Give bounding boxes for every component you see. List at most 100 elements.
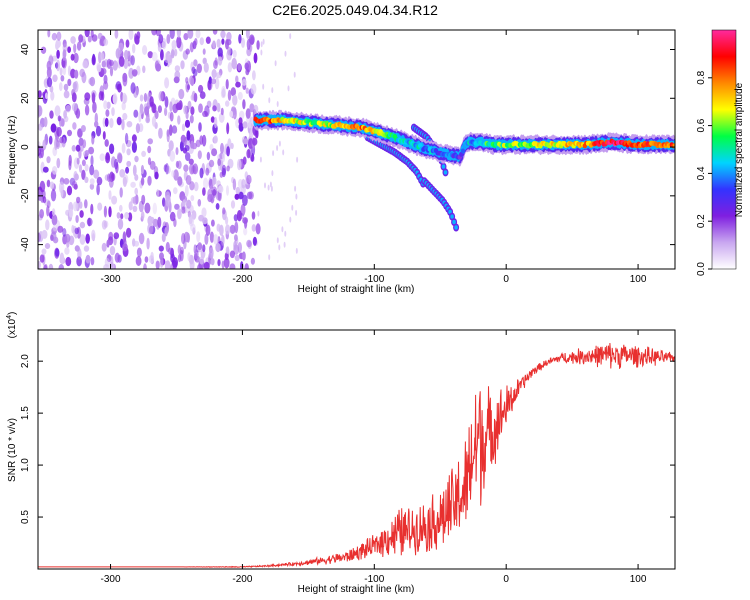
noise-blob <box>204 233 209 245</box>
noise-blob <box>109 143 115 155</box>
noise-blob <box>176 30 181 38</box>
noise-blob <box>171 40 177 50</box>
noise-blob <box>214 77 220 90</box>
noise-blob <box>90 155 94 167</box>
noise-blob <box>100 52 105 61</box>
noise-blob <box>212 40 216 49</box>
noise-blob <box>193 92 198 103</box>
noise-blob <box>144 106 150 116</box>
noise-blob <box>230 142 234 150</box>
noise-blob <box>242 194 248 206</box>
noise-blob <box>91 92 96 104</box>
noise-blob <box>88 146 95 155</box>
noise-blob <box>293 71 296 78</box>
noise-blob <box>199 256 205 265</box>
noise-blob <box>226 31 232 42</box>
noise-blob <box>56 139 60 150</box>
noise-blob <box>274 60 277 67</box>
x-tick-label: 0 <box>503 574 509 585</box>
noise-blob <box>48 135 53 145</box>
noise-blob <box>177 208 182 220</box>
noise-blob <box>287 85 290 92</box>
noise-blob <box>188 214 193 225</box>
svg-text:(x104): (x104) <box>6 312 18 339</box>
noise-blob <box>256 40 260 50</box>
noise-blob <box>241 178 246 189</box>
noise-blob <box>38 232 41 243</box>
noise-blob <box>180 60 185 70</box>
noise-blob <box>156 189 160 197</box>
noise-blob <box>230 200 236 209</box>
noise-blob <box>154 110 159 120</box>
noise-blob <box>182 199 187 207</box>
noise-blob <box>42 139 47 151</box>
noise-blob <box>281 226 284 233</box>
noise-blob <box>145 116 151 124</box>
noise-blob <box>141 150 147 157</box>
noise-blob <box>229 250 235 259</box>
noise-blob <box>76 196 81 204</box>
noise-blob <box>140 176 145 186</box>
noise-blob <box>158 91 164 102</box>
noise-blob <box>79 221 86 229</box>
noise-blob <box>192 68 198 77</box>
noise-blob <box>246 174 252 185</box>
noise-blob <box>131 134 137 143</box>
noise-blob <box>105 109 110 117</box>
noise-blob <box>147 51 153 59</box>
noise-blob <box>107 173 111 182</box>
noise-blob <box>166 34 171 44</box>
noise-blob <box>84 164 89 172</box>
noise-blob <box>180 134 186 143</box>
noise-blob <box>125 227 132 238</box>
noise-blob <box>212 176 216 186</box>
noise-blob <box>111 173 116 181</box>
noise-blob <box>124 132 129 145</box>
noise-blob <box>199 167 204 179</box>
noise-blob <box>152 103 157 114</box>
noise-blob <box>229 263 236 269</box>
noise-blob <box>169 111 174 122</box>
noise-blob <box>268 254 271 261</box>
noise-blob <box>181 123 186 132</box>
noise-blob <box>276 145 279 151</box>
noise-blob <box>195 139 201 148</box>
noise-blob <box>250 83 257 95</box>
noise-blob <box>198 84 204 93</box>
x-tick-label: -100 <box>364 274 384 285</box>
noise-blob <box>289 216 292 223</box>
noise-blob <box>38 261 41 269</box>
noise-blob <box>56 59 61 72</box>
noise-blob <box>55 248 60 257</box>
noise-blob <box>237 63 242 71</box>
noise-blob <box>59 67 63 76</box>
noise-blob <box>58 264 65 269</box>
noise-blob <box>241 78 247 86</box>
noise-blob <box>235 186 241 195</box>
noise-blob <box>149 96 154 107</box>
noise-blob <box>185 48 190 55</box>
colorbar-axes: 0.0 0.2 0.4 0.6 0.8 <box>696 70 712 276</box>
noise-blob <box>197 263 203 269</box>
noise-blob <box>169 30 175 39</box>
noise-blob <box>128 201 133 211</box>
noise-blob <box>183 164 189 172</box>
noise-blob <box>255 223 261 235</box>
noise-blob <box>132 205 138 212</box>
noise-blob <box>226 146 231 157</box>
noise-blob <box>226 122 230 135</box>
noise-blob <box>295 209 298 216</box>
noise-blob <box>136 247 142 258</box>
noise-blob <box>176 36 182 49</box>
y-tick-label: 1.5 <box>20 406 31 420</box>
noise-blob <box>212 30 218 35</box>
noise-blob <box>64 247 70 255</box>
noise-blob <box>193 59 198 67</box>
noise-blob <box>238 34 242 44</box>
noise-blob <box>139 94 144 102</box>
noise-blob <box>215 72 222 79</box>
noise-blob <box>125 39 130 48</box>
noise-blob <box>242 217 249 224</box>
spectrogram-xlabel: Height of straight line (km) <box>298 284 415 295</box>
